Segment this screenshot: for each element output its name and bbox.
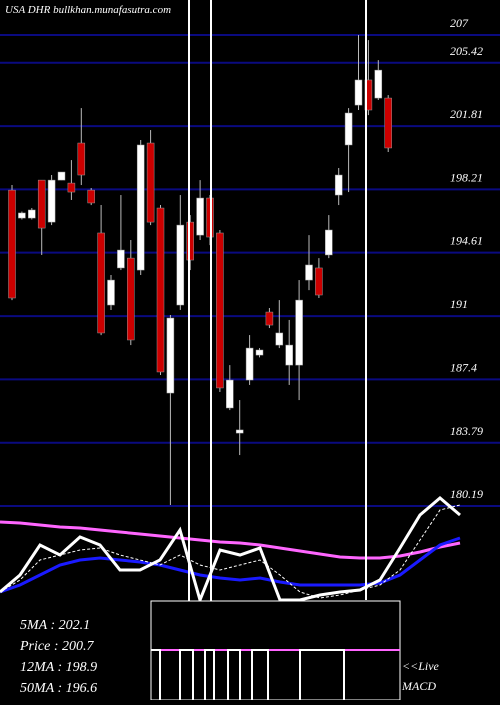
stat: 12MA : 198.9	[20, 660, 97, 675]
candle-body	[325, 229, 333, 256]
candle-body	[77, 142, 86, 176]
stat: 5MA : 202.1	[20, 618, 90, 633]
candle-body	[176, 224, 185, 306]
candle-body	[87, 189, 95, 204]
candle-body	[255, 349, 264, 356]
y-tick-label: 187.4	[450, 360, 477, 374]
stat: 50MA : 196.6	[20, 681, 97, 696]
indicator-line	[0, 520, 461, 560]
y-tick-label: 191	[450, 297, 468, 311]
candle-body	[196, 197, 204, 236]
markers	[188, 0, 367, 700]
candle-body	[245, 347, 254, 381]
candle-body	[374, 69, 383, 99]
candle-body	[186, 221, 194, 261]
y-tick-label: 198.21	[450, 170, 483, 184]
candle-body	[226, 379, 234, 409]
chart-title: USA DHR bullkhan.munafasutra.com	[5, 4, 171, 16]
candle-body	[216, 232, 224, 389]
candle-body	[67, 182, 76, 193]
candle-body	[305, 264, 313, 281]
candle-body	[384, 97, 392, 149]
candle-body	[265, 311, 274, 326]
candle-body	[166, 317, 175, 394]
candle-body	[127, 257, 135, 341]
candle-body	[235, 429, 244, 434]
indicator-line	[0, 496, 461, 605]
candle-body	[275, 332, 284, 346]
y-tick-label: 183.79	[450, 424, 483, 438]
candle-body	[315, 267, 323, 296]
candle-body	[47, 179, 56, 223]
candle-body	[136, 144, 145, 271]
candle-body	[57, 171, 66, 181]
candle-body	[364, 79, 373, 111]
macd-box	[150, 600, 401, 701]
candle-body	[117, 249, 125, 269]
y-tick-label: 194.61	[450, 234, 483, 248]
candle-body	[97, 232, 105, 334]
live-label: <<Live	[402, 659, 440, 673]
candle-body	[344, 112, 353, 146]
candle-body	[37, 179, 46, 229]
candle-body	[334, 174, 343, 196]
candle-body	[8, 189, 16, 299]
candle-body	[285, 344, 293, 366]
macd-wave	[151, 649, 345, 700]
indicator-line	[0, 504, 461, 599]
candle-body	[28, 209, 36, 219]
indicator	[0, 496, 461, 605]
y-tick-label: 205.42	[450, 44, 483, 58]
y-tick-label: 201.81	[450, 107, 483, 121]
candles	[8, 35, 392, 505]
stat: Price : 200.7	[19, 639, 94, 654]
indicator-line	[0, 536, 461, 594]
indicator-label: MACD	[401, 679, 436, 693]
y-tick-label: 180.19	[450, 487, 483, 501]
candle-body	[354, 79, 363, 106]
grid: 180.19 183.79 187.4 191 194.61 198.21 201.81 20…	[0, 16, 500, 507]
candle-body	[295, 299, 303, 366]
candle-body	[107, 279, 115, 306]
candle-body	[156, 207, 165, 373]
candle-body	[18, 212, 26, 219]
candle-body	[146, 142, 155, 223]
y-tick-label: 207	[450, 16, 469, 30]
